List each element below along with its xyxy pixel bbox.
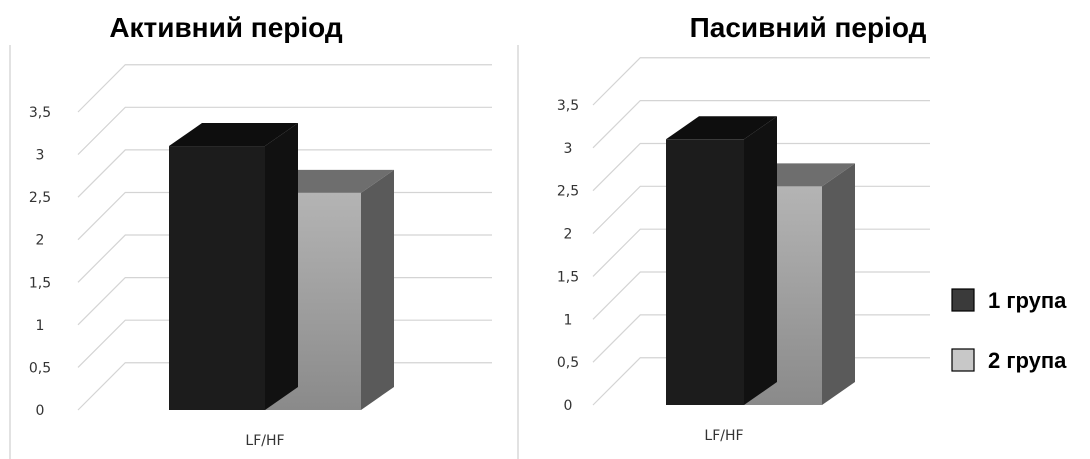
x-category-label: LF/HF <box>704 428 743 444</box>
y-tick-label: 3 <box>564 141 573 157</box>
gridlines <box>77 64 492 411</box>
legend-label-2: 2 група <box>988 348 1067 373</box>
bar-side-face <box>361 169 394 410</box>
y-tick-label: 1 <box>564 312 573 328</box>
y-tick-label: 0 <box>564 398 573 414</box>
legend: 1 група 2 група <box>951 288 1067 373</box>
bar-side-face <box>744 116 777 406</box>
legend-swatch-1 <box>951 288 975 312</box>
y-axis-tick-labels: 0 0,5 1 1,5 2 2,5 3 3,5 <box>557 98 579 414</box>
chart-panel-passive: Пасивний період 0 0,5 1 1,5 2 2,5 3 3,5 LF/HF <box>557 12 930 444</box>
gridline <box>77 64 492 113</box>
bar-front-face <box>666 139 744 406</box>
legend-item-2: 2 група <box>951 348 1067 373</box>
legend-item-1: 1 група <box>951 288 1067 313</box>
x-category-label: LF/HF <box>245 433 284 449</box>
y-tick-label: 3 <box>36 148 45 164</box>
bar-side-face <box>822 163 855 405</box>
y-tick-label: 1 <box>36 318 45 334</box>
bar-top-face <box>169 123 298 147</box>
bars <box>666 116 855 406</box>
bar-side-face <box>265 123 298 411</box>
bars <box>169 123 394 411</box>
gridline <box>592 142 930 192</box>
y-tick-label: 2,5 <box>557 184 579 200</box>
y-tick-label: 2 <box>36 233 45 249</box>
legend-swatch-2 <box>951 348 975 372</box>
legend-label-1: 1 група <box>988 288 1067 313</box>
gridline <box>592 100 930 149</box>
y-tick-label: 3,5 <box>557 98 579 114</box>
gridline <box>77 149 492 198</box>
y-tick-label: 2 <box>564 227 573 243</box>
y-tick-label: 1,5 <box>557 269 579 285</box>
bar-top-face <box>666 116 777 140</box>
gridline <box>592 57 930 106</box>
y-axis-tick-labels: 0 0,5 1 1,5 2 2,5 3 3,5 <box>29 105 51 419</box>
chart-panel-active: Активний період 0 0,5 1 1,5 2 2,5 3 3,5 LF/HF <box>9 12 492 459</box>
y-tick-label: 0 <box>36 403 45 419</box>
chart-title: Активний період <box>109 12 343 43</box>
y-tick-label: 0,5 <box>29 360 51 376</box>
chart-title: Пасивний період <box>690 12 927 43</box>
y-tick-label: 3,5 <box>29 105 51 121</box>
y-tick-label: 0,5 <box>557 355 579 371</box>
bar-series-1 <box>666 116 777 406</box>
y-tick-label: 2,5 <box>29 190 51 206</box>
bar-series-1 <box>169 123 298 411</box>
y-tick-label: 1,5 <box>29 275 51 291</box>
bar-front-face <box>169 146 265 411</box>
gridline <box>77 106 492 155</box>
